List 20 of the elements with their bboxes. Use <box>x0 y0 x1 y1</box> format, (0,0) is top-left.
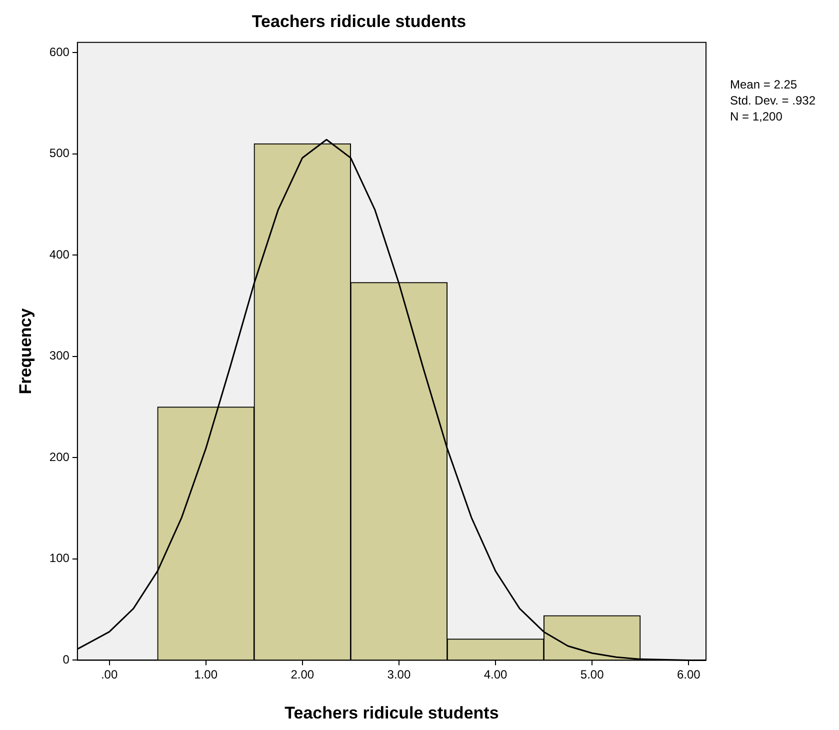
x-tick-label: 1.00 <box>194 668 218 682</box>
x-tick-label: .00 <box>100 668 118 682</box>
y-tick-label: 400 <box>49 247 70 262</box>
y-tick-label: 300 <box>49 348 70 363</box>
y-tick-label: 600 <box>49 44 70 59</box>
x-tick-label: 3.00 <box>387 668 411 682</box>
y-axis-title: Frequency <box>16 308 35 394</box>
text: Mean = 2.25 <box>730 78 798 92</box>
text: Std. Dev. = .932 <box>730 94 816 108</box>
x-tick-label: 5.00 <box>580 668 604 682</box>
chart-title: Teachers ridicule students <box>252 12 466 31</box>
x-tick-label: 4.00 <box>484 668 508 682</box>
text: N = 1,200 <box>730 110 783 124</box>
x-axis-title: Teachers ridicule students <box>284 703 499 722</box>
y-tick-label: 500 <box>49 146 70 160</box>
x-tick-label: 2.00 <box>290 668 314 682</box>
y-tick-label: 0 <box>62 652 70 667</box>
x-tick-label: 6.00 <box>676 668 701 682</box>
y-tick-label: 100 <box>49 551 70 566</box>
y-tick-label: 200 <box>49 450 70 464</box>
